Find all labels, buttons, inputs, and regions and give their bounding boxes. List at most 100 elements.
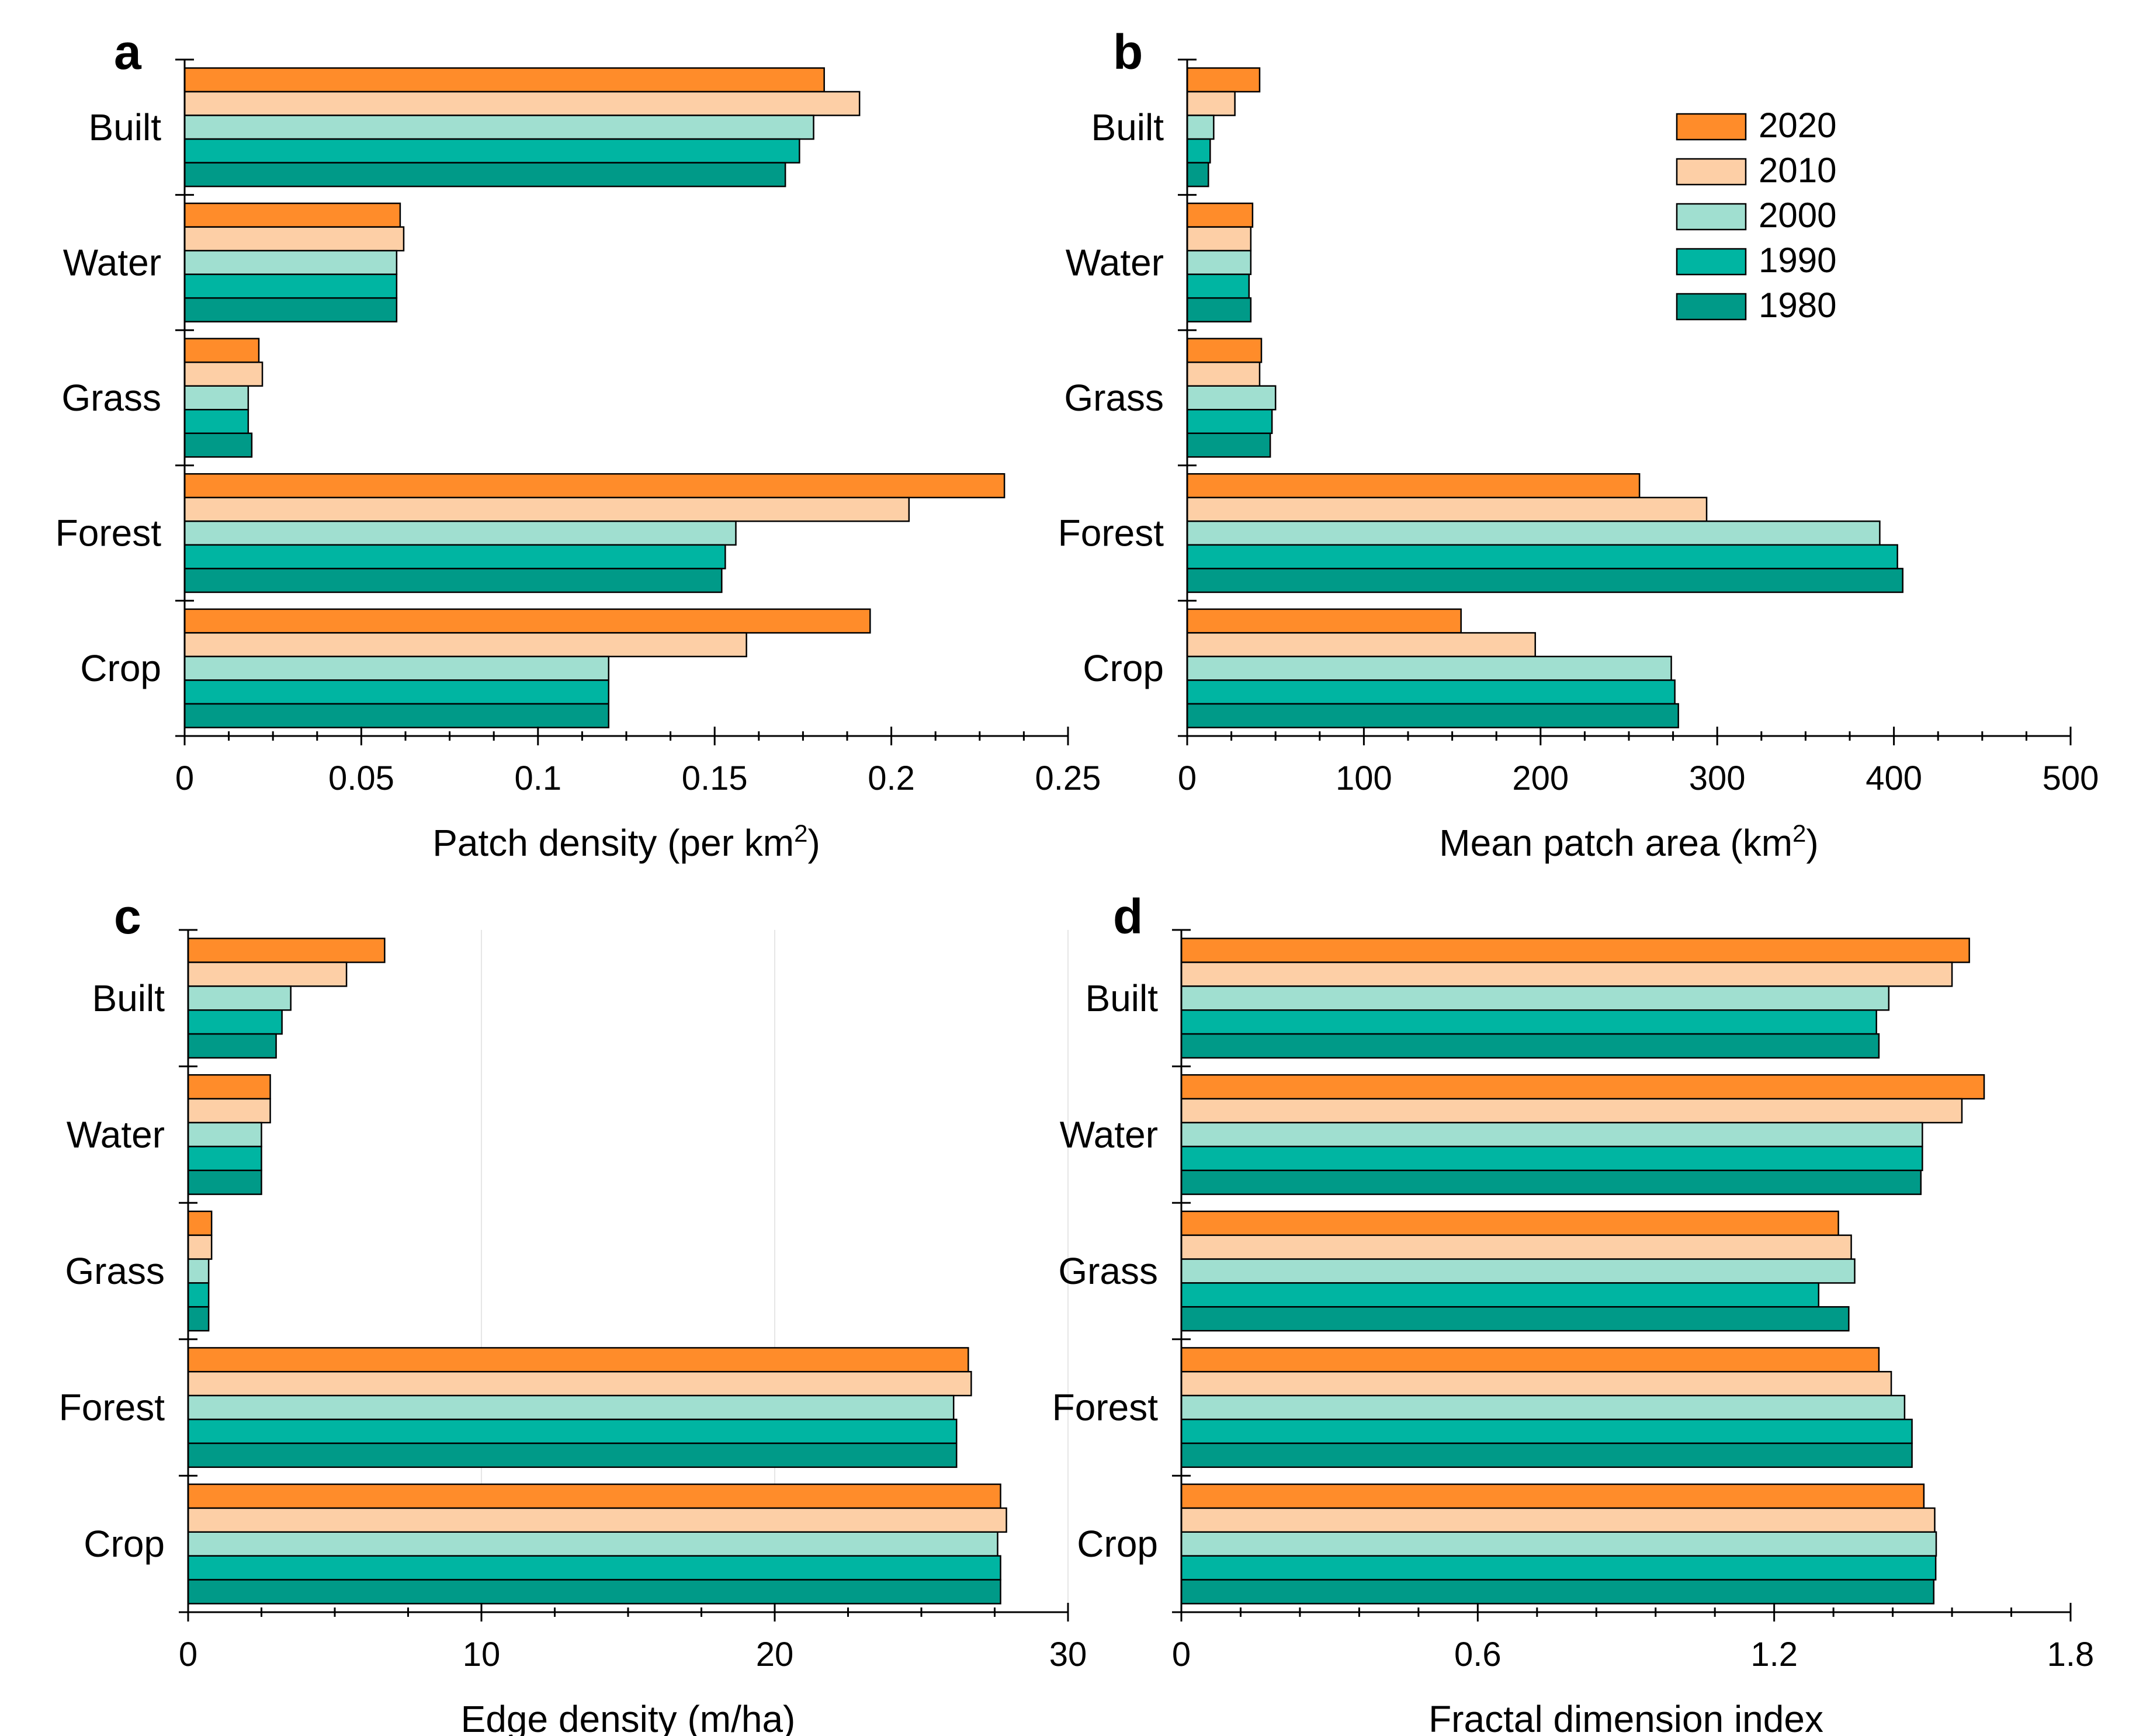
bar-a-forest-1980: [183, 568, 723, 593]
bar-c-grass-1990: [187, 1282, 210, 1308]
bar-a-crop-1990: [183, 679, 610, 705]
category-label-c-water: Water: [67, 1113, 165, 1155]
bar-b-crop-2000: [1186, 655, 1672, 681]
bar-a-built-2020: [183, 67, 825, 93]
bar-b-grass-1980: [1186, 432, 1271, 458]
x-tick-label-b-1: 100: [1336, 759, 1392, 797]
category-label-d-water: Water: [1060, 1113, 1158, 1155]
bar-a-water-2000: [183, 249, 398, 275]
bar-d-water-1990: [1180, 1145, 1923, 1171]
bar-d-built-2000: [1180, 985, 1890, 1011]
category-label-c-built: Built: [92, 977, 165, 1019]
panel-b: Built Water Grass Forest Crop 0 100 200 300 400 50…: [1058, 25, 2099, 864]
bar-b-grass-2010: [1186, 361, 1261, 387]
legend-swatch-2000: [1676, 203, 1747, 231]
x-tick-label-d-2: 1.2: [1750, 1636, 1798, 1673]
bar-d-forest-2020: [1180, 1347, 1880, 1373]
bar-d-grass-1980: [1180, 1306, 1850, 1332]
bar-c-built-2010: [187, 961, 348, 987]
x-axis-title-a: Patch density (per km2): [432, 820, 820, 864]
bar-c-forest-2000: [187, 1394, 955, 1421]
bar-d-forest-1980: [1180, 1442, 1913, 1468]
bar-a-grass-1990: [183, 409, 249, 435]
x-tick-label-b-3: 300: [1689, 759, 1746, 797]
category-label-d-built: Built: [1086, 977, 1159, 1019]
bar-c-grass-1980: [187, 1306, 210, 1332]
x-tick-label-c-0: 0: [179, 1636, 197, 1673]
bar-a-crop-2020: [183, 608, 871, 634]
bar-a-water-1990: [183, 273, 398, 299]
bar-d-water-1980: [1180, 1169, 1922, 1195]
panel-a: Built Water Grass Forest Crop 0 0.05 0.1 0.15 0.2…: [56, 25, 1101, 864]
bar-b-built-1980: [1186, 162, 1209, 188]
bar-a-water-2020: [183, 202, 401, 228]
bar-c-water-1990: [187, 1145, 262, 1171]
x-tick-label-b-0: 0: [1178, 759, 1197, 797]
panel-letter-a: a: [114, 25, 142, 79]
bar-c-water-2000: [187, 1122, 262, 1148]
bar-b-grass-2020: [1186, 338, 1263, 363]
bar-d-crop-1980: [1180, 1579, 1935, 1605]
category-label-b-built: Built: [1091, 106, 1164, 148]
x-axis-title-b: Mean patch area (km2): [1439, 820, 1818, 864]
bar-b-water-2020: [1186, 202, 1254, 228]
bar-b-crop-1980: [1186, 703, 1679, 728]
x-tick-label-a-5: 0.25: [1035, 759, 1101, 797]
legend-swatch-1980: [1676, 293, 1747, 321]
bar-d-crop-2010: [1180, 1507, 1936, 1533]
bar-d-built-1980: [1180, 1033, 1880, 1059]
bar-b-built-2010: [1186, 91, 1236, 116]
bar-a-forest-2010: [183, 497, 910, 522]
bar-c-water-2010: [187, 1098, 271, 1124]
bar-d-grass-2010: [1180, 1234, 1852, 1260]
bar-a-built-2010: [183, 91, 861, 116]
category-label-a-built: Built: [89, 106, 162, 148]
category-label-d-crop: Crop: [1077, 1523, 1158, 1565]
x-tick-label-a-4: 0.2: [868, 759, 915, 797]
legend-swatch-1990: [1676, 248, 1747, 276]
bar-b-grass-2000: [1186, 385, 1277, 411]
bar-a-water-2010: [183, 226, 405, 252]
bar-b-water-1990: [1186, 273, 1250, 299]
bar-b-crop-2010: [1186, 632, 1536, 658]
legend: 2020 2010 2000 1990 1980: [1676, 106, 1836, 325]
category-label-b-crop: Crop: [1083, 647, 1164, 689]
bar-c-built-2000: [187, 985, 292, 1011]
bar-d-crop-1990: [1180, 1555, 1937, 1581]
category-label-d-grass: Grass: [1058, 1250, 1158, 1292]
bar-c-crop-2000: [187, 1531, 998, 1557]
legend-label-1980: 1980: [1759, 286, 1836, 325]
category-label-c-grass: Grass: [65, 1250, 165, 1292]
bar-d-crop-2020: [1180, 1483, 1925, 1509]
bar-d-built-2020: [1180, 938, 1970, 963]
x-tick-label-b-5: 500: [2043, 759, 2099, 797]
bar-b-forest-2000: [1186, 520, 1881, 546]
bar-c-crop-1990: [187, 1555, 1001, 1581]
x-axis-title-c: Edge density (m/ha): [461, 1698, 796, 1736]
bar-c-crop-1980: [187, 1579, 1001, 1605]
bar-d-forest-2010: [1180, 1371, 1892, 1397]
bar-c-forest-2010: [187, 1371, 972, 1397]
x-tick-label-a-3: 0.15: [682, 759, 748, 797]
legend-swatch-2020: [1676, 113, 1747, 141]
bar-c-forest-1980: [187, 1442, 958, 1468]
bar-c-forest-1990: [187, 1418, 958, 1445]
category-label-a-crop: Crop: [80, 647, 161, 689]
bar-a-crop-2010: [183, 632, 747, 658]
bar-a-forest-1990: [183, 544, 726, 570]
x-tick-label-a-0: 0: [175, 759, 194, 797]
bar-d-grass-2020: [1180, 1210, 1839, 1236]
category-label-a-grass: Grass: [61, 377, 161, 419]
bar-c-water-1980: [187, 1169, 262, 1195]
bar-d-crop-2000: [1180, 1531, 1937, 1557]
bar-a-grass-1980: [183, 432, 253, 458]
category-label-c-crop: Crop: [84, 1523, 165, 1565]
bar-a-forest-2000: [183, 520, 737, 546]
bar-b-water-1980: [1186, 297, 1252, 322]
category-label-b-forest: Forest: [1058, 512, 1164, 554]
bar-c-crop-2010: [187, 1507, 1007, 1533]
x-tick-label-c-2: 20: [756, 1636, 794, 1673]
bar-a-crop-1980: [183, 703, 610, 728]
bar-a-forest-2020: [183, 473, 1005, 499]
